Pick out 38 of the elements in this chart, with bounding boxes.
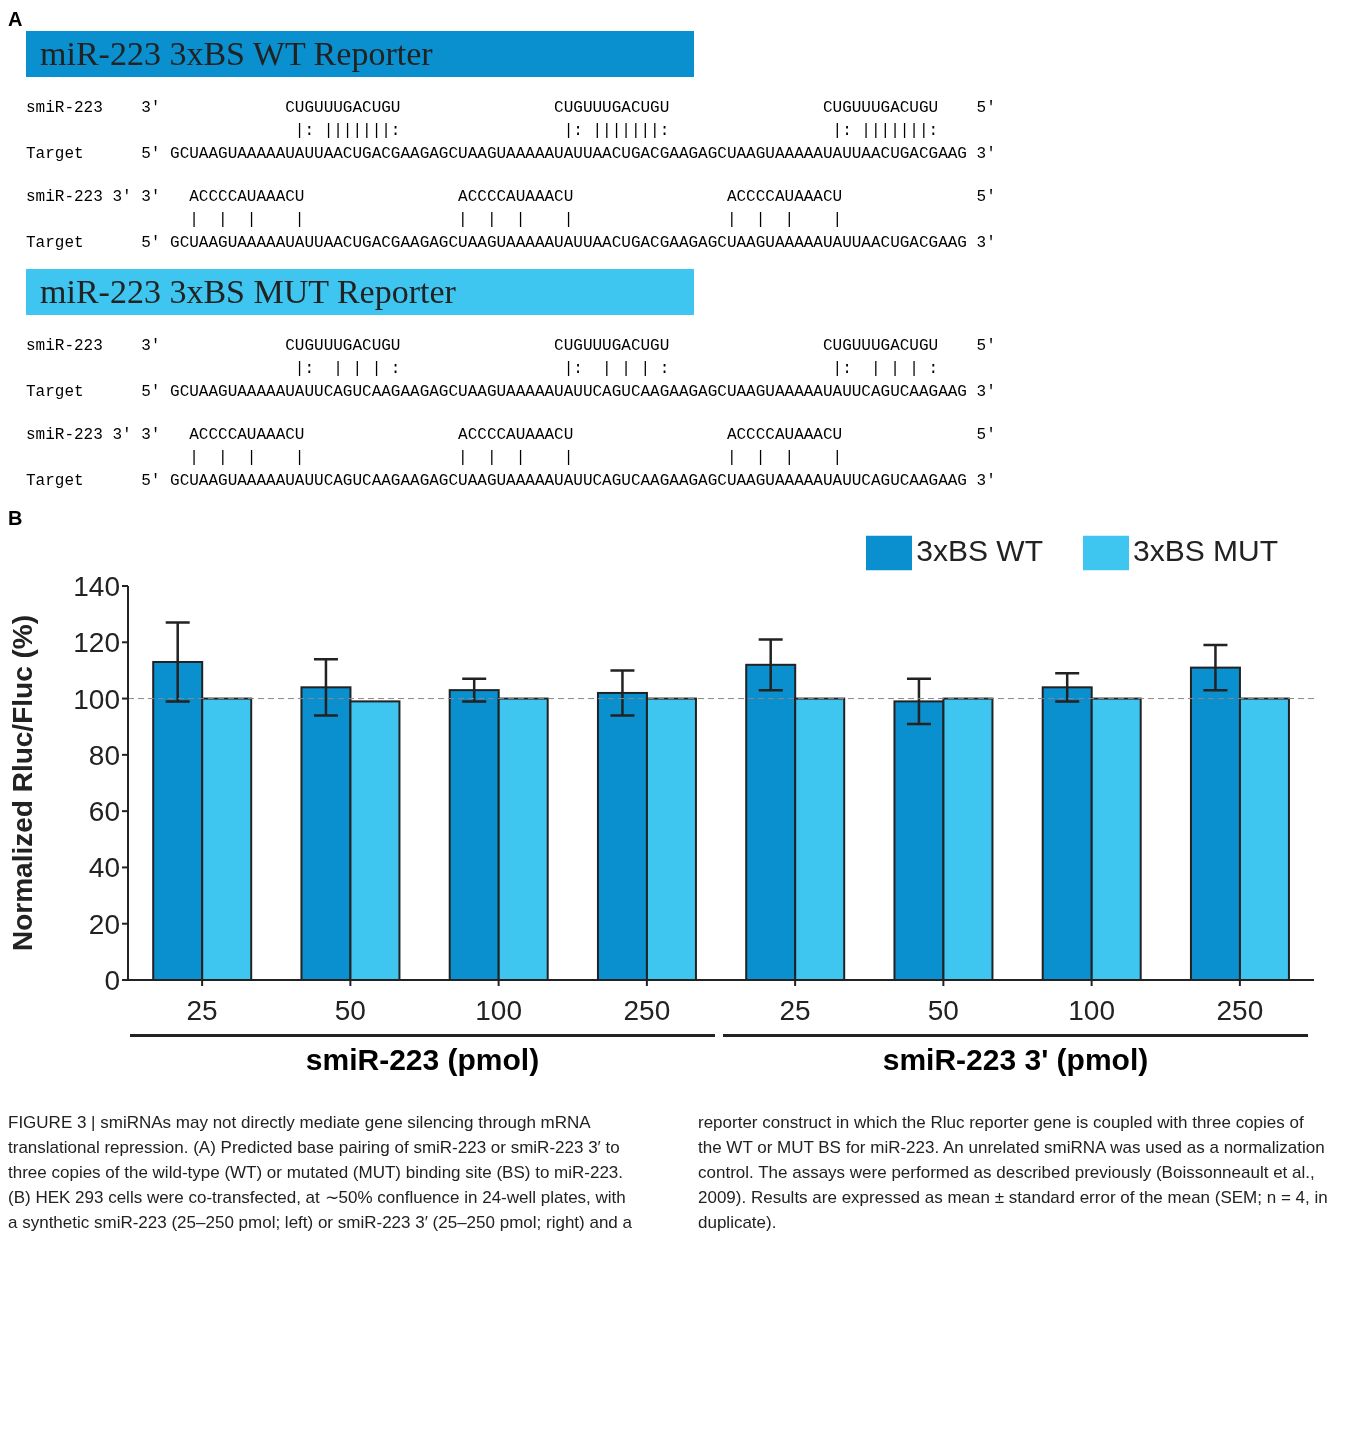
- text: A: [8, 8, 24, 31]
- y-tick-label: 20: [88, 908, 120, 940]
- text: miR-223 3xBS WT Reporter: [26, 31, 694, 77]
- text: smiR-223 3' (pmol): [723, 1034, 1308, 1077]
- x-tick-label: 25: [186, 994, 218, 1026]
- text: Target 5′ GCUAAGUAAAAAUAUUCAGUCAAGAAGAGCUAAGUAAAAAUAUUCAGUCAAGAAGAGCUAAGUAAAAAUAUUCAGUCAAGAAG 3′: [26, 382, 997, 403]
- x-tick-label: 250: [623, 994, 671, 1026]
- y-tick-label: 100: [73, 683, 120, 715]
- y-tick-label: 80: [88, 739, 120, 771]
- x-tick-label: 50: [927, 994, 959, 1026]
- text: B: [8, 507, 24, 530]
- text: smiR-223 3′ 3′ ACCCCAUAAACU ACCCCAUAAACU ACCCCAUAAACU 5′: [26, 187, 997, 208]
- text: |: | | | : |: | | | : |: | | | :: [293, 359, 940, 380]
- text: smiR-223 3′ CUGUUUGACUGU CUGUUUGACUGU CUGUUUGACUGU 5′: [26, 336, 997, 357]
- y-tick-label: 140: [73, 570, 120, 602]
- text: |: |||||||: |: |||||||: |: |||||||:: [293, 121, 940, 142]
- x-tick-label: 250: [1216, 994, 1264, 1026]
- y-axis-title: Normalized Rluc/Fluc (%): [6, 614, 38, 952]
- text: FIGURE 3 | smiRNAs may not directly mediate gene silencing through mRNA translational repression. (A) Predicted base pairing of smiR-223 or smiR-223 3′ to three copies of the wild-type (WT) or mutated (MUT) binding site (BS) to miR-223. (B) HEK 293 cells were co-transfected, at ∼50% confluence in 24-well plates, with a synthetic smiR-223 (25–250 pmol; left) or smiR-223 3′ (25–250 pmol; right) and a reporter construct in which the Rluc reporter gene is coupled with three copies of the WT or MUT BS for miR-223. An unrelated smiRNA was used as a normalization control. The assays were performed as described previously (Boissonneault et al., 2009). Results are expressed as mean ± standard error of the mean (SEM; n = 4, in duplicate).: [8, 1113, 1328, 1232]
- y-tick-label: 40: [88, 852, 120, 884]
- text: Target 5′ GCUAAGUAAAAAUAUUAACUGACGAAGAGCUAAGUAAAAAUAUUAACUGACGAAGAGCUAAGUAAAAAUAUUAACUGACGAAG 3′: [26, 233, 997, 254]
- x-tick-label: 50: [334, 994, 366, 1026]
- text: Target 5′ GCUAAGUAAAAAUAUUAACUGACGAAGAGCUAAGUAAAAAUAUUAACUGACGAAGAGCUAAGUAAAAAUAUUAACUGACGAAG 3′: [26, 144, 997, 165]
- x-tick-label: 100: [475, 994, 522, 1026]
- text: smiR-223 3′ CUGUUUGACUGU CUGUUUGACUGU CUGUUUGACUGU 5′: [26, 98, 997, 119]
- y-tick-label: 0: [104, 964, 120, 996]
- y-tick-label: 60: [88, 796, 120, 828]
- x-tick-label: 100: [1068, 994, 1115, 1026]
- legend-label: 3xBS MUT: [1132, 533, 1278, 567]
- text: smiR-223 (pmol): [130, 1034, 715, 1077]
- text: | | | | | | | | | | | |: [188, 448, 844, 469]
- y-tick-label: 120: [73, 627, 120, 659]
- legend-label: 3xBS WT: [916, 533, 1043, 567]
- text: miR-223 3xBS MUT Reporter: [26, 269, 694, 315]
- text: | | | | | | | | | | | |: [188, 210, 844, 231]
- text: Target 5′ GCUAAGUAAAAAUAUUCAGUCAAGAAGAGCUAAGUAAAAAUAUUCAGUCAAGAAGAGCUAAGUAAAAAUAUUCAGUCAAGAAG 3′: [26, 471, 997, 492]
- x-tick-label: 25: [779, 994, 811, 1026]
- text: smiR-223 3′ 3′ ACCCCAUAAACU ACCCCAUAAACU ACCCCAUAAACU 5′: [26, 425, 997, 446]
